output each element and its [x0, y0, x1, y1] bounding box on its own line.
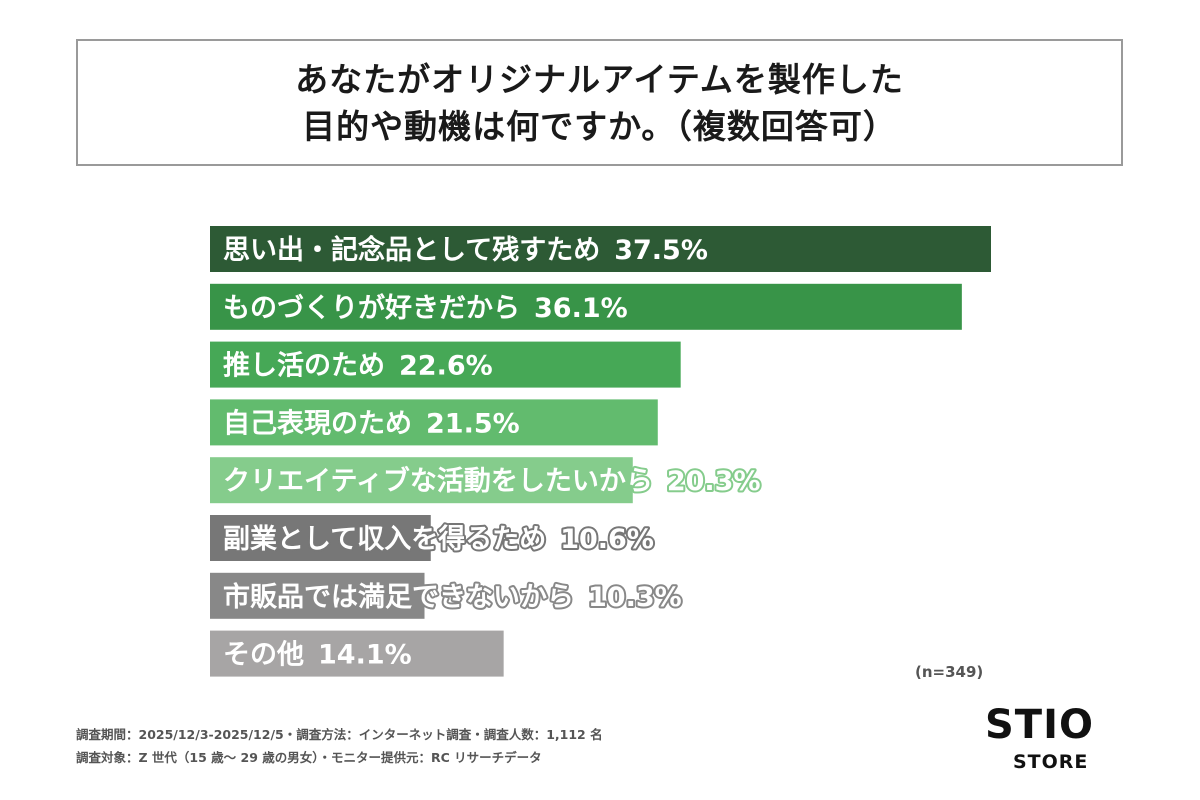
logo-text-bottom: STORE: [1013, 751, 1089, 773]
bar-7: [210, 572, 425, 619]
bar-6: [210, 515, 431, 561]
footer-survey-period: 調査期間：2025/12/3-2025/12/5・調査方法：インターネット調査・…: [76, 727, 603, 742]
bar-4: [210, 399, 658, 446]
bar-label-3: 推し活のため 22.6%: [223, 351, 493, 382]
title-line-1: あなたがオリジナルアイテムを製作した: [295, 59, 904, 99]
bar-label-8: その他 14.1%: [223, 640, 412, 671]
bar-2: [210, 283, 962, 330]
bar-label-5: クリエイティブな活動をしたいから 20.3%: [223, 465, 761, 497]
bar-label-6: 副業として収入を得るため 10.6%: [223, 524, 654, 555]
sample-size-label: (n=349): [915, 663, 984, 681]
bar-3: [210, 341, 681, 388]
bar-label-4: 自己表現のため 21.5%: [223, 407, 520, 439]
bar-8: [210, 630, 504, 677]
bar-label-7: 市販品では満足できないから 10.3%: [223, 581, 682, 613]
title-box: あなたがオリジナルアイテムを製作した 目的や動機は何ですか。（複数回答可）: [76, 39, 1123, 166]
bar-5: [210, 457, 633, 504]
bar-label-2: ものづくりが好きだから 36.1%: [223, 292, 628, 324]
footer-survey-target: 調査対象：Z 世代（15 歳〜 29 歳の男女）・モニター提供元：RC リサーチ…: [76, 750, 542, 765]
logo-text-top: STIO: [985, 702, 1094, 748]
bar-label-1: 思い出・記念品として残すため 37.5%: [223, 234, 708, 266]
title-line-2: 目的や動機は何ですか。（複数回答可）: [302, 106, 897, 146]
stio-store-logo: STIO STORE: [985, 703, 1125, 778]
bar-1: [210, 226, 991, 272]
